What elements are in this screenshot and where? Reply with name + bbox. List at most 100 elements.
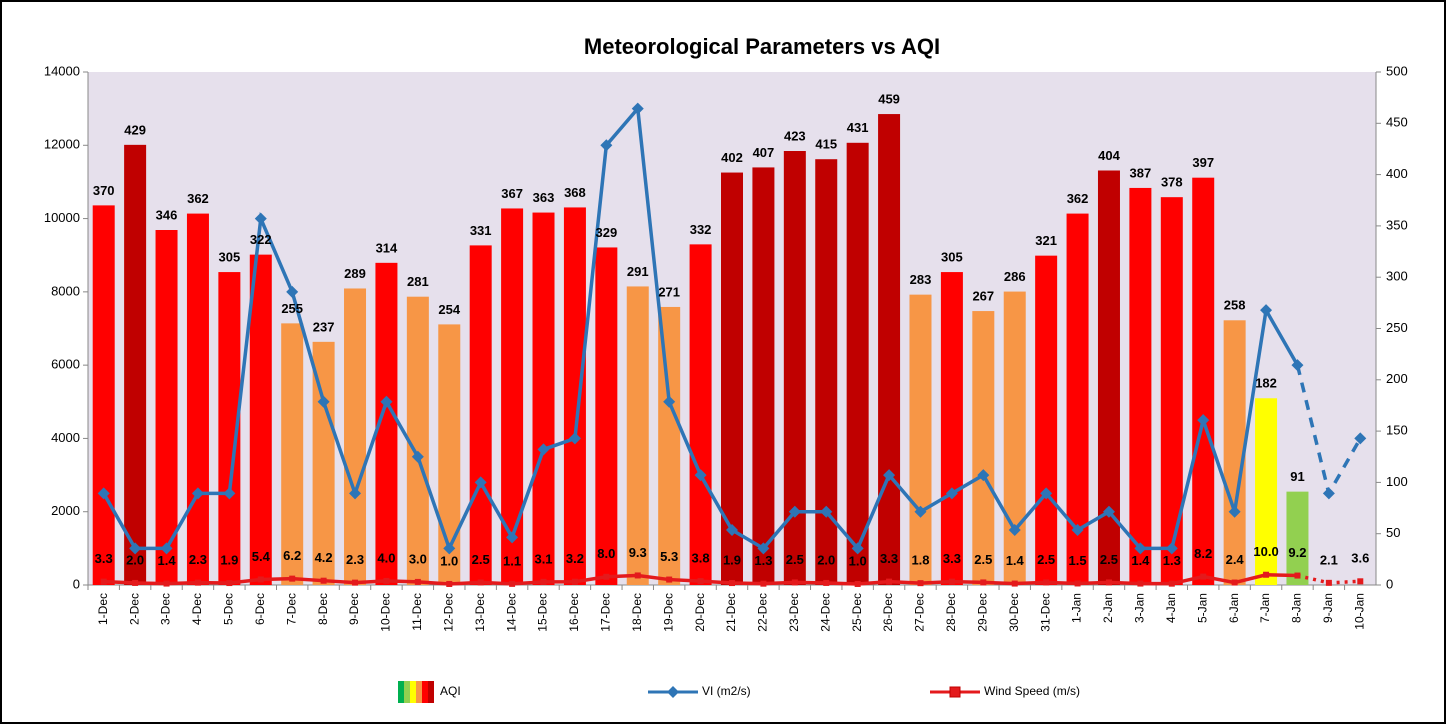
bar [92, 205, 115, 585]
line-value-label: 3.6 [1351, 551, 1369, 566]
marker [540, 578, 547, 585]
line-value-label: 1.3 [754, 553, 772, 568]
marker [1102, 505, 1115, 518]
bar [721, 172, 743, 585]
y2-tick-label: 450 [1386, 115, 1408, 130]
line-value-label: 1.4 [1006, 553, 1025, 568]
line-value-label: 2.1 [1320, 552, 1338, 567]
marker [1105, 579, 1112, 586]
marker [1165, 542, 1178, 555]
x-tick-label: 10-Dec [379, 593, 393, 632]
line-value-label: 2.0 [126, 552, 144, 567]
y2-tick-label: 0 [1386, 576, 1393, 591]
y-tick-label: 8000 [51, 283, 80, 298]
y-tick-label: 12000 [44, 137, 80, 152]
marker [320, 577, 327, 584]
y2-tick-label: 150 [1386, 423, 1408, 438]
bar [186, 213, 209, 585]
bar-value-label: 283 [910, 272, 932, 287]
x-tick-label: 1-Dec [96, 593, 110, 625]
y2-tick-label: 300 [1386, 269, 1408, 284]
marker [160, 542, 173, 555]
marker [191, 487, 204, 500]
y-tick-label: 14000 [44, 63, 80, 78]
bar-value-label: 362 [187, 191, 209, 206]
x-tick-label: 31-Dec [1038, 593, 1052, 632]
marker [352, 579, 359, 586]
line-value-label: 1.1 [503, 553, 521, 568]
bar [1035, 255, 1058, 586]
bar-value-label: 402 [721, 150, 743, 165]
bar-value-label: 362 [1067, 191, 1089, 206]
marker [945, 487, 958, 500]
bar [1097, 170, 1120, 585]
bar [878, 114, 901, 585]
marker [1228, 505, 1241, 518]
bar [1160, 197, 1183, 585]
marker [568, 432, 581, 445]
bar-value-label: 289 [344, 266, 366, 281]
bar-value-label: 429 [124, 122, 146, 137]
x-tick-label: 25-Dec [850, 593, 864, 632]
x-tick-label: 13-Dec [473, 593, 487, 632]
x-tick-label: 14-Dec [504, 593, 518, 632]
x-tick-label: 29-Dec [975, 593, 989, 632]
marker [411, 450, 424, 463]
x-tick-label: 19-Dec [661, 593, 675, 632]
y-tick-label: 2000 [51, 503, 80, 518]
marker [820, 505, 833, 518]
marker [666, 576, 673, 583]
marker [1074, 580, 1081, 587]
marker [757, 542, 770, 555]
line-value-label: 3.2 [566, 551, 584, 566]
bar-value-label: 331 [470, 223, 492, 238]
line-value-label: 1.4 [1131, 553, 1150, 568]
line-value-label: 3.3 [943, 551, 961, 566]
bar-value-label: 291 [627, 264, 649, 279]
marker [1197, 414, 1210, 427]
y-tick-label: 4000 [51, 430, 80, 445]
bar-value-label: 387 [1130, 165, 1152, 180]
marker [537, 443, 550, 456]
marker [1322, 487, 1335, 500]
y-tick-label: 6000 [51, 357, 80, 372]
x-tick-label: 6-Dec [253, 593, 267, 625]
marker [600, 139, 613, 152]
bar-value-label: 258 [1224, 298, 1246, 313]
bar-value-label: 431 [847, 120, 869, 135]
marker [1043, 579, 1050, 586]
x-tick-label: 15-Dec [536, 593, 550, 632]
marker [571, 578, 578, 585]
x-tick-label: 7-Dec [284, 593, 298, 625]
x-tick-label: 28-Dec [944, 593, 958, 632]
marker [132, 579, 139, 586]
line-value-label: 6.2 [283, 548, 301, 563]
bar-value-label: 397 [1192, 155, 1214, 170]
line-value-label: 1.9 [220, 552, 238, 567]
bar-value-label: 404 [1098, 148, 1120, 163]
line-value-label: 1.9 [723, 552, 741, 567]
legend-item: Wind Speed (m/s) [930, 684, 1080, 698]
x-tick-label: 23-Dec [787, 593, 801, 632]
bar [469, 245, 492, 586]
bar [1129, 187, 1152, 586]
legend-swatch [398, 681, 404, 703]
marker [163, 580, 170, 587]
marker [980, 579, 987, 586]
line-value-label: 2.5 [786, 552, 804, 567]
marker [1011, 580, 1018, 587]
bar [563, 207, 586, 585]
x-tick-label: 8-Dec [316, 593, 330, 625]
marker [883, 469, 896, 482]
y-tick-label: 10000 [44, 210, 80, 225]
x-tick-label: 2-Jan [1101, 593, 1115, 623]
x-tick-label: 5-Dec [222, 593, 236, 625]
bar [249, 254, 272, 586]
bar [1003, 291, 1026, 585]
bar-value-label: 363 [533, 190, 555, 205]
legend-marker [949, 686, 961, 698]
x-tick-label: 4-Jan [1164, 593, 1178, 623]
line-value-label: 2.5 [1037, 552, 1055, 567]
legend-item: VI (m2/s) [648, 684, 751, 698]
bar [626, 286, 649, 585]
